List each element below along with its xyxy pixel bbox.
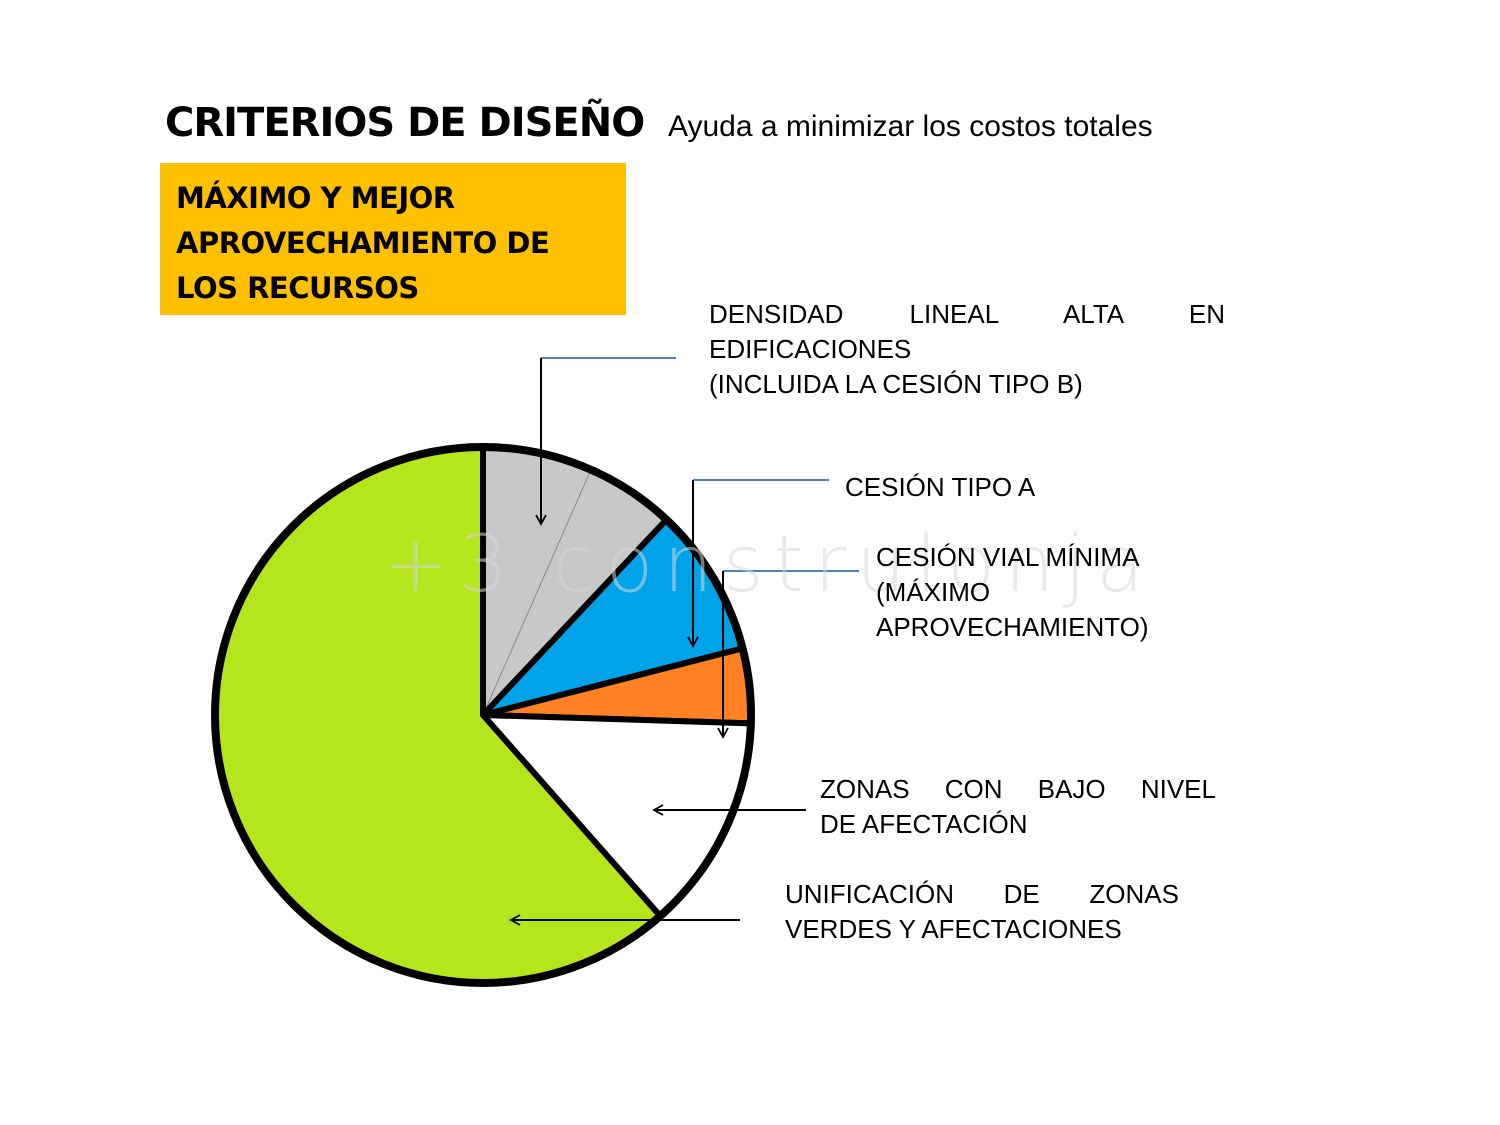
page-title: CRITERIOS DE DISEÑO — [165, 100, 645, 146]
highlight-line: APROVECHAMIENTO DE — [176, 226, 550, 260]
label-cesion-a-line: CESIÓN TIPO A — [845, 472, 1036, 502]
label-densidad: DENSIDAD LINEAL ALTA EN EDIFICACIONES (I… — [709, 297, 1225, 402]
label-verdes-line: UNIFICACIÓN DE ZONAS — [785, 879, 1179, 909]
label-vial-line: APROVECHAMIENTO) — [876, 612, 1149, 642]
pie-outline — [211, 443, 755, 987]
label-verdes: UNIFICACIÓN DE ZONAS VERDES Y AFECTACION… — [785, 877, 1179, 947]
label-verdes-line: VERDES Y AFECTACIONES — [785, 914, 1122, 944]
label-cesion-a: CESIÓN TIPO A — [845, 470, 1035, 505]
label-vial-line: (MÁXIMO — [876, 577, 991, 607]
label-bajo-nivel-line: DE AFECTACIÓN — [820, 809, 1028, 839]
label-densidad-line: EDIFICACIONES — [709, 334, 912, 364]
highlight-line: MÁXIMO Y MEJOR — [176, 181, 455, 215]
label-vial: CESIÓN VIAL MÍNIMA (MÁXIMO APROVECHAMIEN… — [876, 540, 1149, 645]
label-bajo-nivel-line: ZONAS CON BAJO NIVEL — [820, 774, 1216, 804]
label-densidad-line: (INCLUIDA LA CESIÓN TIPO B) — [709, 369, 1083, 399]
label-bajo-nivel: ZONAS CON BAJO NIVEL DE AFECTACIÓN — [820, 772, 1216, 842]
pie-slice-divider — [482, 469, 592, 716]
label-densidad-line: DENSIDAD LINEAL ALTA EN — [709, 299, 1225, 329]
label-vial-line: CESIÓN VIAL MÍNIMA — [876, 542, 1140, 572]
page-subtitle: Ayuda a minimizar los costos totales — [668, 110, 1153, 143]
highlight-line: LOS RECURSOS — [176, 271, 419, 305]
leader-lines — [509, 357, 859, 926]
highlight-box: MÁXIMO Y MEJOR APROVECHAMIENTO DE LOS RE… — [160, 163, 626, 315]
